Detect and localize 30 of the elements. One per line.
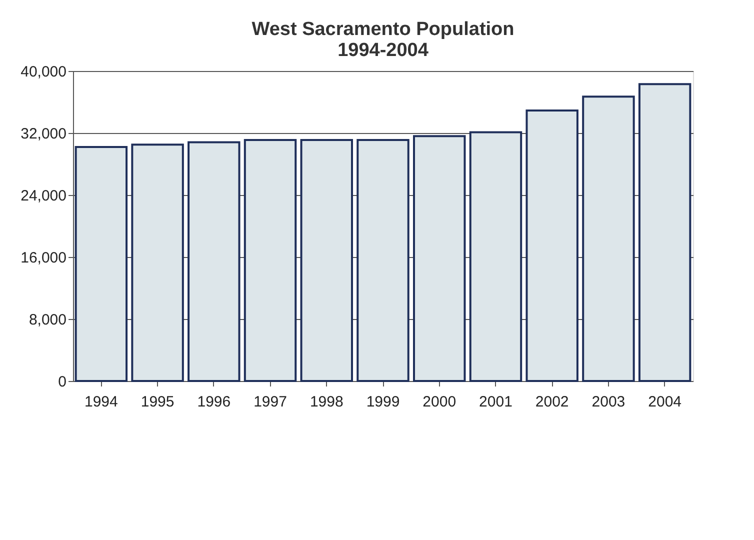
bar <box>244 138 297 382</box>
x-tick-label: 1997 <box>254 394 287 410</box>
y-tick-label: 0 <box>58 374 66 390</box>
bar <box>188 141 240 382</box>
y-tick-label: 40,000 <box>20 64 66 80</box>
bar <box>74 146 128 382</box>
x-tick-label: 2000 <box>422 394 456 410</box>
bar <box>413 135 466 382</box>
bar <box>582 96 635 382</box>
x-tick-label: 1995 <box>140 394 174 410</box>
y-tick-label: 32,000 <box>20 126 66 142</box>
bar <box>300 138 353 382</box>
x-tick-label: 2004 <box>648 394 682 410</box>
text: 1994-2004 <box>338 40 428 61</box>
bar <box>469 131 522 382</box>
x-tick-label: 1996 <box>197 394 231 410</box>
bar <box>526 110 578 382</box>
x-tick-label: 2001 <box>479 394 512 410</box>
x-tick-label: 1999 <box>366 394 400 410</box>
y-tick-label: 8,000 <box>28 312 66 328</box>
x-tick-label: 2002 <box>535 394 569 410</box>
bar <box>131 144 184 382</box>
x-tick-label: 1998 <box>310 394 344 410</box>
text: West Sacramento Population <box>252 19 514 40</box>
y-tick-label: 24,000 <box>20 188 66 204</box>
bar <box>638 83 692 382</box>
x-tick-label: 1994 <box>84 394 118 410</box>
bar <box>356 138 410 382</box>
y-tick-label: 16,000 <box>20 250 66 266</box>
x-tick-label: 2003 <box>592 394 626 410</box>
